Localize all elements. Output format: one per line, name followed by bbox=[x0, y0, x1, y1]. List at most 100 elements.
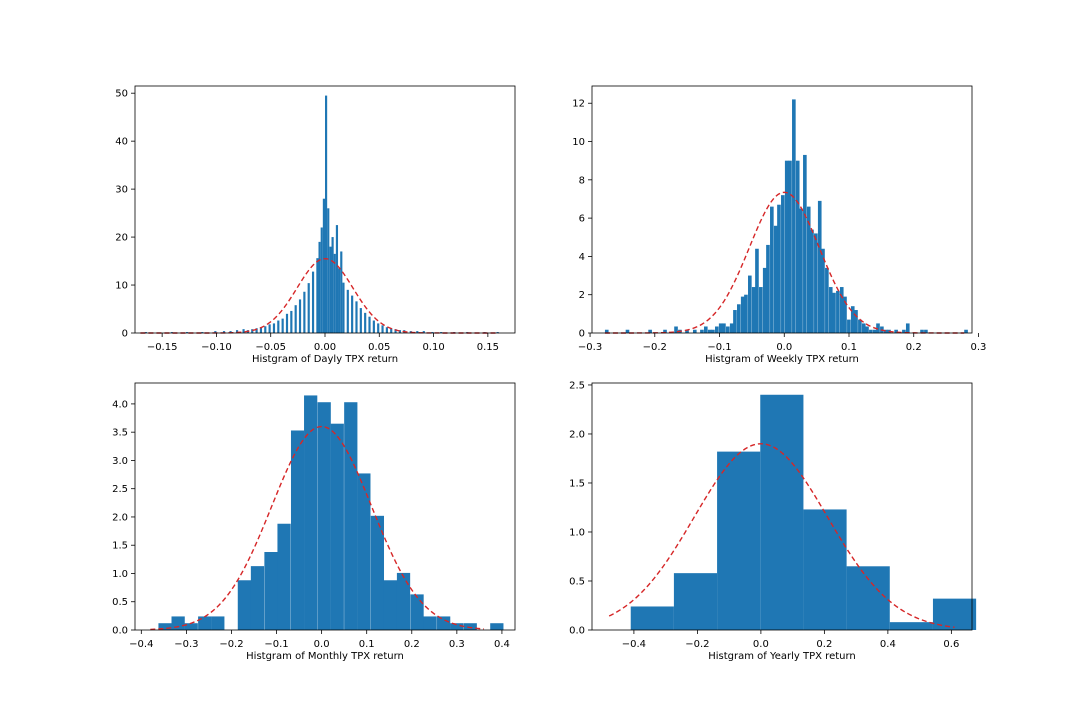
histogram-bar bbox=[250, 566, 265, 630]
y-tick-label: 6 bbox=[579, 214, 585, 225]
histogram-bar bbox=[839, 287, 844, 333]
histogram-bar bbox=[847, 319, 851, 333]
x-axis-label: Histgram of Yearly TPX return bbox=[708, 651, 856, 662]
histogram-bar bbox=[759, 287, 763, 333]
x-axis-label: Histgram of Weekly TPX return bbox=[705, 354, 859, 365]
histogram-bar bbox=[437, 616, 451, 630]
subplot-yearly: −0.4 −0.2 0.0 0.2 0.4 0.6 0.0 0.5 1.0 1.5 2.0 2.5 Hi… bbox=[569, 380, 977, 662]
x-tick-label: −0.2 bbox=[685, 639, 709, 650]
histogram-bar bbox=[707, 329, 712, 333]
histogram-bar bbox=[277, 320, 280, 333]
histogram-bar bbox=[905, 323, 910, 333]
histogram-bar bbox=[806, 206, 811, 333]
histogram-bar bbox=[740, 296, 745, 333]
axes-frame bbox=[134, 382, 516, 631]
histogram-bar bbox=[351, 295, 354, 333]
histogram-bar bbox=[294, 305, 297, 333]
y-tick-label: 10 bbox=[115, 281, 128, 292]
x-tick-label: 0.1 bbox=[359, 639, 375, 650]
y-tick-label: 50 bbox=[115, 89, 128, 100]
histogram-bar bbox=[692, 329, 697, 333]
histogram-bar bbox=[184, 623, 198, 630]
histogram-bar bbox=[357, 473, 371, 630]
y-tick-label: 2 bbox=[579, 290, 585, 301]
histogram-bar bbox=[318, 241, 321, 333]
histogram-bar bbox=[876, 323, 880, 333]
x-tick-label: 0.05 bbox=[368, 342, 390, 353]
subplot-weekly: −0.3 −0.2 −0.1 0.0 0.1 0.2 0.3 0 2 4 6 8 10 12 Histgra… bbox=[572, 85, 986, 365]
y-tick-label: 12 bbox=[572, 99, 585, 110]
x-tick-label: −0.4 bbox=[129, 639, 153, 650]
y-tick-label: 3.0 bbox=[112, 456, 128, 467]
histogram-bar bbox=[825, 267, 829, 333]
histogram-bar bbox=[303, 291, 306, 333]
histogram-bar bbox=[346, 289, 349, 333]
histogram-bar bbox=[604, 329, 609, 333]
y-tick-label: 8 bbox=[579, 175, 585, 186]
histogram-bar bbox=[748, 275, 752, 333]
normal-pdf-line bbox=[608, 443, 955, 628]
histogram-bar bbox=[383, 580, 398, 630]
y-tick-label: 0 bbox=[579, 329, 585, 340]
axes-frame bbox=[591, 382, 973, 631]
histogram-bar bbox=[894, 329, 898, 333]
y-tick-label: 1.0 bbox=[569, 527, 585, 538]
histogram-bar bbox=[722, 323, 726, 333]
y-tick-label: 2.0 bbox=[112, 512, 128, 523]
histogram-bar bbox=[854, 310, 858, 333]
histogram-bar bbox=[251, 329, 254, 333]
y-tick-label: 0.0 bbox=[569, 626, 585, 637]
x-tick-label: 0.1 bbox=[841, 342, 857, 353]
histogram-bar bbox=[760, 394, 804, 630]
histogram-bar bbox=[316, 258, 319, 333]
histogram-bar bbox=[222, 331, 226, 333]
x-tick-label: 0.6 bbox=[943, 639, 959, 650]
x-tick-label: 0.00 bbox=[314, 342, 336, 353]
y-tick-label: 20 bbox=[115, 233, 128, 244]
histogram-bar bbox=[836, 290, 840, 333]
histogram-bar bbox=[777, 204, 781, 333]
histogram-bar bbox=[322, 198, 325, 333]
x-tick-label: 0.2 bbox=[906, 342, 922, 353]
y-tick-label: 10 bbox=[572, 137, 585, 148]
histogram-bar bbox=[803, 154, 807, 333]
histogram-bar bbox=[861, 323, 866, 333]
histogram-bar bbox=[311, 271, 315, 333]
histogram-bar bbox=[858, 319, 862, 333]
histogram-bar bbox=[423, 616, 437, 630]
histogram-bar bbox=[229, 331, 232, 333]
histogram-bar bbox=[920, 329, 924, 333]
histogram-bar bbox=[496, 332, 499, 333]
x-tick-label: 0.2 bbox=[404, 639, 420, 650]
normal-pdf-line bbox=[150, 425, 484, 631]
histogram-bar bbox=[663, 329, 667, 333]
histogram-bar bbox=[450, 623, 464, 630]
histogram-bar bbox=[344, 402, 358, 630]
histogram-bar bbox=[335, 225, 339, 333]
histogram-bar bbox=[729, 323, 734, 333]
histogram-bar bbox=[718, 323, 723, 333]
normal-pdf-line bbox=[604, 191, 965, 334]
histogram-bar bbox=[268, 324, 271, 333]
y-tick-label: 0.5 bbox=[569, 576, 585, 587]
histogram-bar bbox=[490, 623, 504, 630]
histogram-bar bbox=[211, 616, 225, 630]
histogram-bar bbox=[186, 332, 189, 333]
y-tick-label: 0.5 bbox=[112, 597, 128, 608]
x-tick-label: −0.1 bbox=[707, 342, 731, 353]
x-tick-label: −0.05 bbox=[255, 342, 286, 353]
histogram-bar bbox=[463, 623, 477, 630]
histogram-bar bbox=[751, 287, 756, 333]
histogram-bar bbox=[317, 402, 331, 630]
histogram-bar bbox=[828, 287, 833, 333]
histogram-bar bbox=[440, 332, 443, 333]
histogram-bar bbox=[333, 253, 336, 333]
x-tick-label: −0.2 bbox=[219, 639, 243, 650]
histogram-bar bbox=[329, 246, 332, 333]
histogram-bar bbox=[762, 267, 767, 333]
x-tick-label: −0.3 bbox=[174, 639, 198, 650]
histogram-bar bbox=[817, 200, 822, 333]
y-tick-label: 1.0 bbox=[112, 569, 128, 580]
histogram-bar bbox=[674, 326, 678, 333]
